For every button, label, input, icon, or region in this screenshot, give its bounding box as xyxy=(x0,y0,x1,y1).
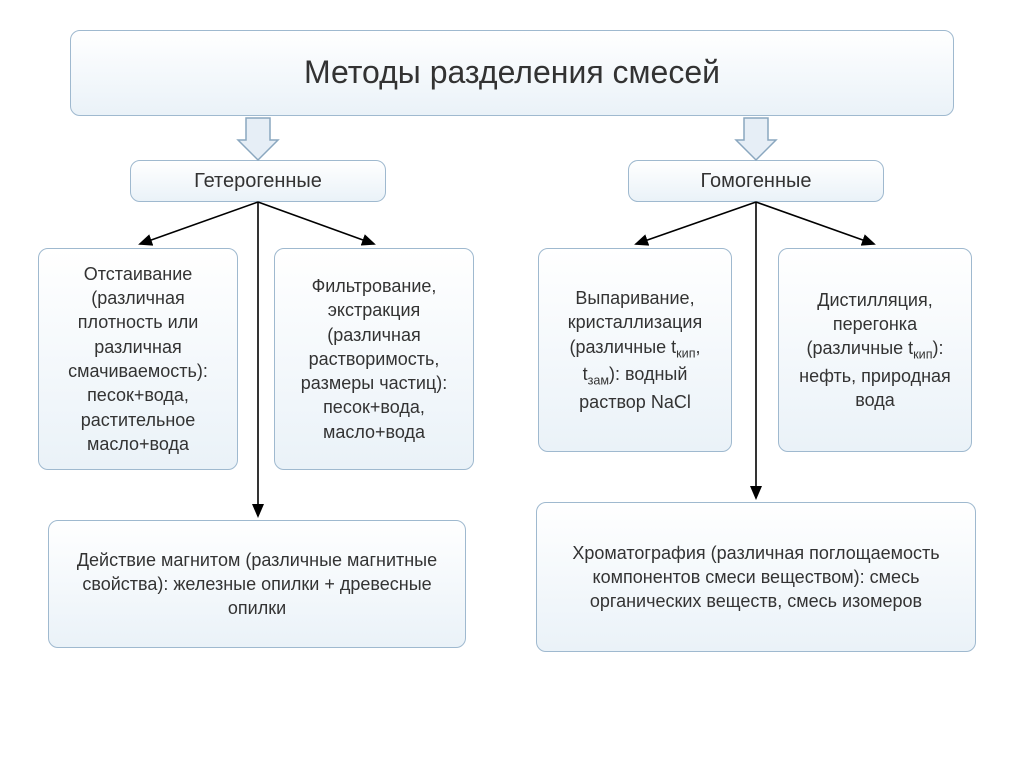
branch-heterogeneous-label: Гетерогенные xyxy=(194,168,322,194)
leaf-sedimentation-text: Отстаивание (различная плотность или раз… xyxy=(51,262,225,456)
leaf-filtration-text: Фильтрование, экстракция (различная раст… xyxy=(287,274,461,444)
leaf-sedimentation: Отстаивание (различная плотность или раз… xyxy=(38,248,238,470)
branch-heterogeneous: Гетерогенные xyxy=(130,160,386,202)
leaf-evaporation-text: Выпаривание, кристаллизация (различные t… xyxy=(551,286,719,414)
branch-homogeneous: Гомогенные xyxy=(628,160,884,202)
leaf-distillation: Дистилляция, перегонка (различные tкип):… xyxy=(778,248,972,452)
title-box: Методы разделения смесей xyxy=(70,30,954,116)
leaf-chromatography-text: Хроматография (различная поглощаемость к… xyxy=(549,541,963,614)
leaf-chromatography: Хроматография (различная поглощаемость к… xyxy=(536,502,976,652)
block-arrow-left-icon xyxy=(238,118,278,160)
title-text: Методы разделения смесей xyxy=(304,52,720,94)
leaf-evaporation: Выпаривание, кристаллизация (различные t… xyxy=(538,248,732,452)
leaf-magnet: Действие магнитом (различные магнитные с… xyxy=(48,520,466,648)
leaf-magnet-text: Действие магнитом (различные магнитные с… xyxy=(61,548,453,621)
leaf-distillation-text: Дистилляция, перегонка (различные tкип):… xyxy=(791,288,959,413)
block-arrow-right-icon xyxy=(736,118,776,160)
leaf-filtration: Фильтрование, экстракция (различная раст… xyxy=(274,248,474,470)
branch-homogeneous-label: Гомогенные xyxy=(700,168,811,194)
